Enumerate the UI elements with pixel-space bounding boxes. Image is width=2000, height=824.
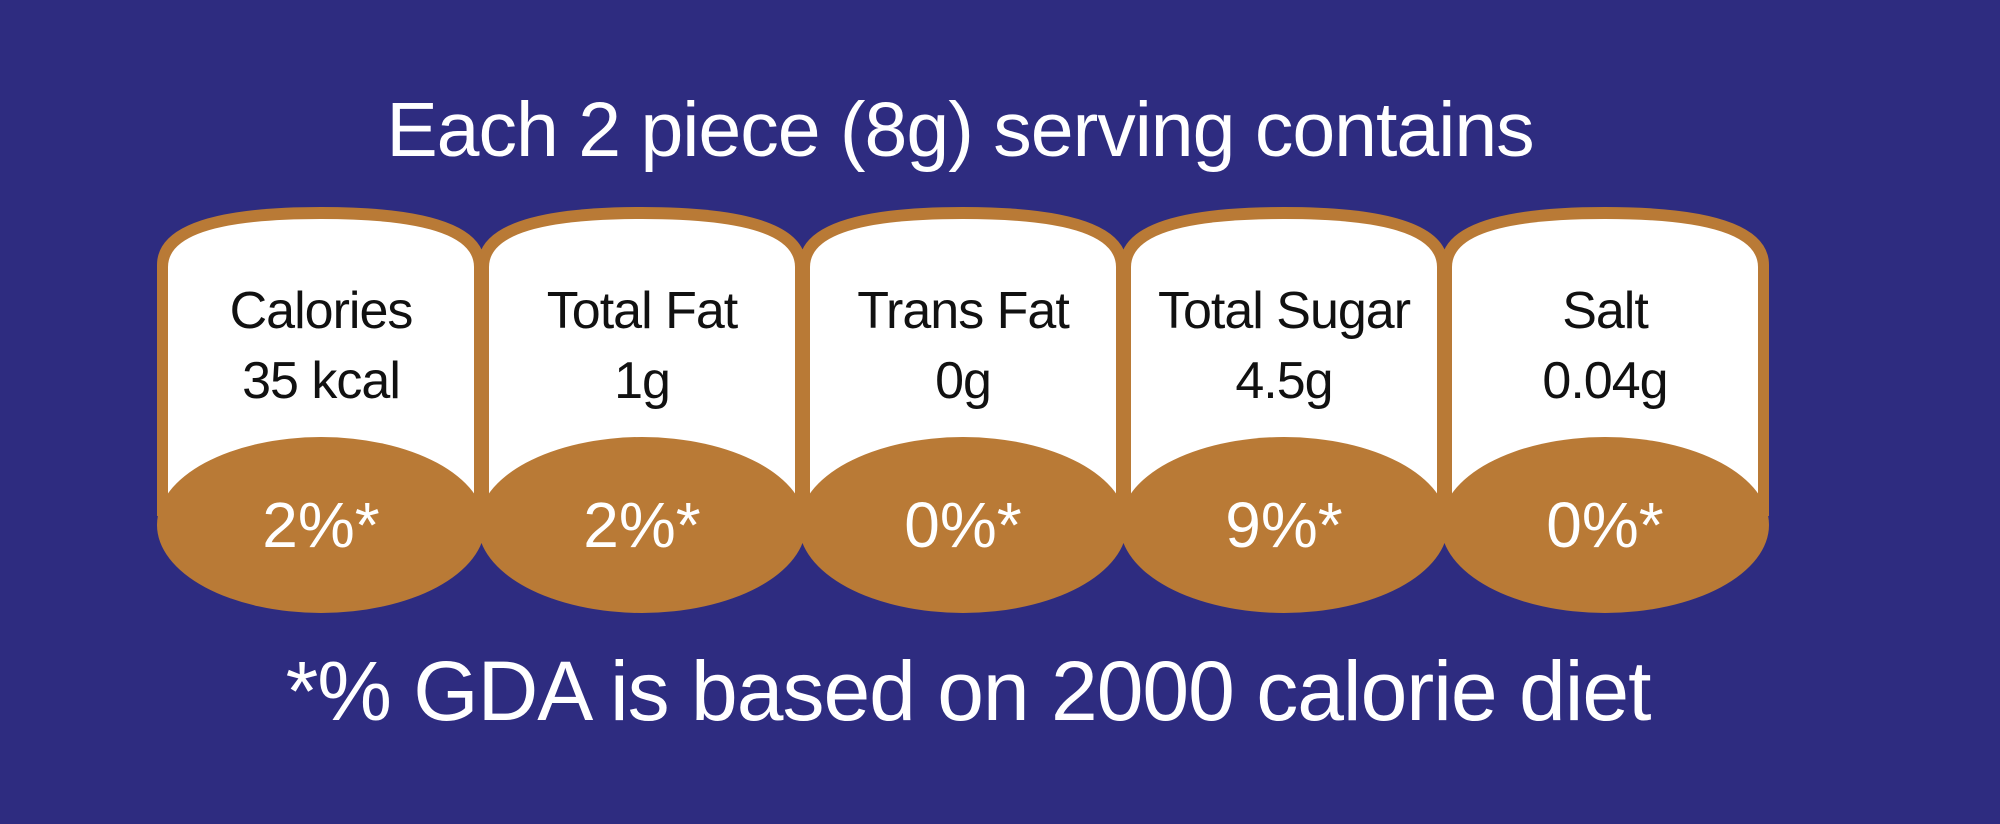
- panel-shape: [478, 207, 806, 613]
- nutrient-panel-calories: Calories 35 kcal 2%*: [155, 205, 487, 615]
- nutrient-amount: 35 kcal: [242, 352, 401, 410]
- nutrient-percent: 2%*: [262, 489, 380, 561]
- panel-shape: [799, 207, 1127, 613]
- nutrient-panel-total-fat: Total Fat 1g 2%*: [476, 205, 808, 615]
- nutrient-name: Salt: [1562, 282, 1649, 340]
- nutrient-percent: 0%*: [904, 489, 1022, 561]
- nutrient-percent: 0%*: [1546, 489, 1664, 561]
- nutrient-amount: 4.5g: [1235, 352, 1333, 410]
- serving-heading: Each 2 piece (8g) serving contains: [386, 87, 1534, 173]
- nutrient-panel-total-sugar: Total Sugar 4.5g 9%*: [1118, 205, 1450, 615]
- nutrient-percent: 2%*: [583, 489, 701, 561]
- nutrient-name: Total Fat: [546, 282, 738, 340]
- panel-shape: [1441, 207, 1769, 613]
- nutrient-name: Calories: [229, 282, 414, 340]
- nutrient-amount: 0g: [935, 352, 992, 410]
- panel-shape: [1120, 207, 1448, 613]
- gda-footnote: *% GDA is based on 2000 calorie diet: [285, 644, 1652, 738]
- nutrient-amount: 1g: [614, 352, 671, 410]
- nutrient-panel-salt: Salt 0.04g 0%*: [1439, 205, 1771, 615]
- nutrient-panel-trans-fat: Trans Fat 0g 0%*: [797, 205, 1129, 615]
- nutrient-name: Trans Fat: [857, 282, 1070, 340]
- nutrient-percent: 9%*: [1225, 489, 1343, 561]
- nutrient-amount: 0.04g: [1542, 352, 1668, 410]
- panel-shape: [157, 207, 485, 613]
- nutrient-name: Total Sugar: [1157, 282, 1411, 340]
